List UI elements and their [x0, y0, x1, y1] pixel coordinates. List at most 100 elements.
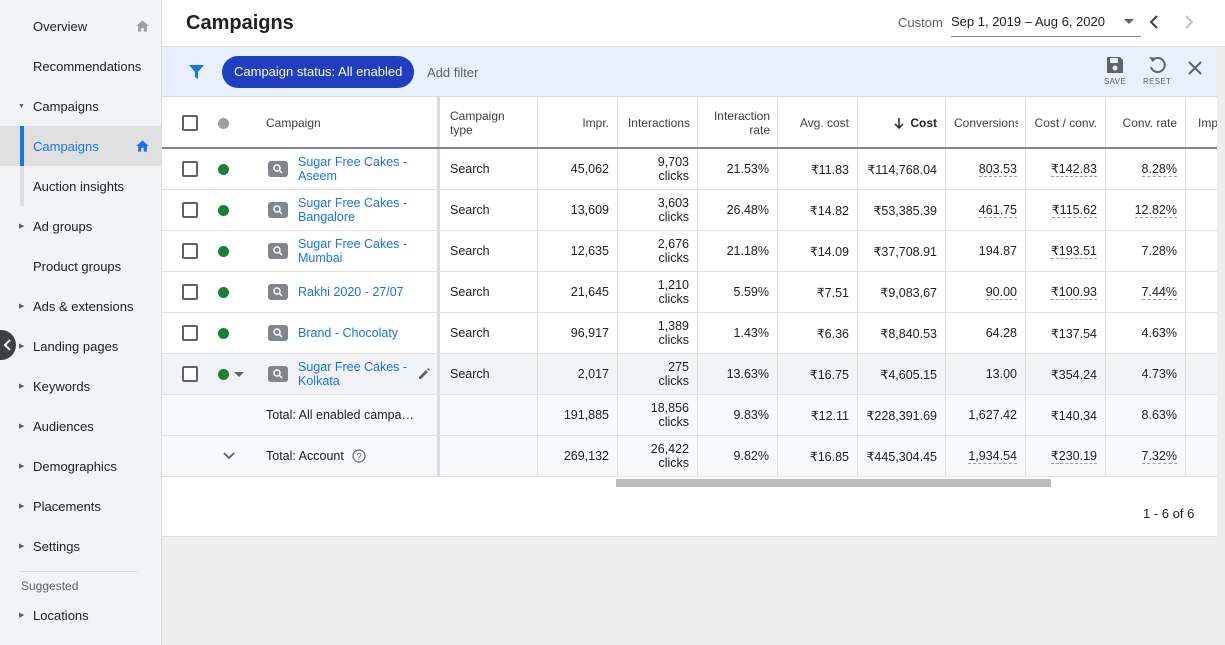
- caret-right-icon: ▶: [19, 612, 25, 619]
- edit-pencil-icon[interactable]: [417, 354, 431, 394]
- status-enabled-icon[interactable]: [218, 354, 229, 394]
- expand-totals-button[interactable]: [222, 436, 236, 476]
- sidebar-item-label: Settings: [33, 538, 80, 554]
- impr-value: 45,062: [570, 162, 609, 176]
- table-row[interactable]: Sugar Free Cakes - Mumbai Search 12,635 …: [162, 231, 1217, 272]
- sidebar-item-demographics[interactable]: ▶ Demographics: [0, 446, 161, 486]
- sidebar-item-recommendations[interactable]: Recommendations: [0, 46, 161, 86]
- campaign-type: Search: [450, 367, 490, 381]
- page-title: Campaigns: [186, 12, 294, 34]
- conversions-total[interactable]: 1,934.54: [968, 448, 1017, 464]
- campaign-name-link[interactable]: Sugar Free Cakes - Bangalore: [298, 196, 408, 224]
- sidebar-item-locations[interactable]: ▶ Locations: [0, 595, 161, 635]
- column-header-avg-cost[interactable]: Avg. cost: [799, 116, 849, 130]
- sidebar-item-campaigns-group[interactable]: ▼ Campaigns: [0, 86, 161, 126]
- sidebar-item-audiences[interactable]: ▶ Audiences: [0, 406, 161, 446]
- status-enabled-icon[interactable]: [218, 313, 229, 353]
- table-row[interactable]: Rakhi 2020 - 27/07 Search 21,645 1,210 cl…: [162, 272, 1217, 313]
- date-range-label: Custom: [898, 15, 943, 30]
- column-header-campaign[interactable]: Campaign: [266, 116, 321, 130]
- column-header-interactions[interactable]: Interactions: [627, 116, 690, 130]
- collapse-sidebar-button[interactable]: [0, 330, 16, 360]
- status-column-header[interactable]: [218, 97, 229, 149]
- table-row[interactable]: Sugar Free Cakes - Aseem Search 45,062 9…: [162, 149, 1217, 190]
- add-filter-input[interactable]: Add filter: [427, 65, 479, 80]
- cost-conv-total[interactable]: ₹230.19: [1050, 449, 1097, 464]
- close-icon[interactable]: [1187, 60, 1203, 76]
- campaign-name-link[interactable]: Sugar Free Cakes - Kolkata: [298, 360, 408, 388]
- sidebar-item-auction-insights[interactable]: Auction insights: [0, 166, 161, 206]
- horizontal-scrollbar[interactable]: [616, 479, 1051, 487]
- help-icon[interactable]: ?: [352, 449, 366, 463]
- column-header-cost-conv[interactable]: Cost / conv.: [1034, 116, 1097, 130]
- column-header-conversions[interactable]: Conversions: [954, 116, 1018, 130]
- conversions-value[interactable]: 803.53: [978, 161, 1017, 177]
- sidebar-item-landing-pages[interactable]: ▶ Landing pages: [0, 326, 161, 366]
- sidebar-item-settings[interactable]: ▶ Settings: [0, 526, 161, 566]
- cost-conv-value[interactable]: ₹142.83: [1050, 162, 1097, 177]
- column-header-interaction-rate[interactable]: Interaction rate: [713, 109, 770, 137]
- dropdown-arrow-icon[interactable]: [1124, 19, 1134, 24]
- caret-down-icon: ▼: [18, 102, 25, 110]
- table-row[interactable]: Brand - Chocolaty Search 96,917 1,389 cli…: [162, 313, 1217, 354]
- select-all-checkbox[interactable]: [182, 97, 198, 149]
- sidebar-item-placements[interactable]: ▶ Placements: [0, 486, 161, 526]
- status-enabled-icon[interactable]: [218, 231, 229, 271]
- row-checkbox[interactable]: [182, 149, 198, 189]
- campaign-name-link[interactable]: Sugar Free Cakes - Mumbai: [298, 237, 408, 265]
- sidebar-item-product-groups[interactable]: Product groups: [0, 246, 161, 286]
- sidebar-item-label: Product groups: [33, 258, 122, 274]
- row-checkbox[interactable]: [182, 313, 198, 353]
- status-dot-icon: [218, 117, 229, 129]
- column-header-impr-share[interactable]: Imp: [1198, 116, 1217, 130]
- cost-conv-value[interactable]: ₹100.93: [1050, 285, 1097, 300]
- conv-rate-value[interactable]: 7.44%: [1141, 284, 1177, 300]
- campaign-name-link[interactable]: Sugar Free Cakes - Aseem: [298, 155, 408, 183]
- row-checkbox[interactable]: [182, 272, 198, 312]
- save-button[interactable]: SAVE: [1104, 55, 1126, 86]
- cost-conv-value[interactable]: ₹193.51: [1050, 244, 1097, 259]
- avg-cost-value: ₹16.75: [809, 367, 849, 382]
- table-row[interactable]: Sugar Free Cakes - Bangalore Search 13,6…: [162, 190, 1217, 231]
- row-checkbox[interactable]: [182, 231, 198, 271]
- sidebar-item-ads-extensions[interactable]: ▶ Ads & extensions: [0, 286, 161, 326]
- conv-rate-total[interactable]: 7.32%: [1141, 448, 1177, 464]
- status-dropdown-icon[interactable]: [234, 354, 244, 394]
- caret-right-icon: ▶: [19, 383, 25, 390]
- campaign-name-link[interactable]: Brand - Chocolaty: [298, 326, 399, 340]
- interactions-value: 3,603 clicks: [657, 196, 689, 224]
- column-header-conv-rate[interactable]: Conv. rate: [1122, 116, 1177, 130]
- home-icon: [136, 140, 149, 152]
- row-checkbox[interactable]: [182, 190, 198, 230]
- sidebar-item-overview[interactable]: Overview: [0, 6, 161, 46]
- row-checkbox[interactable]: [182, 354, 198, 394]
- conv-rate-value[interactable]: 12.82%: [1134, 202, 1177, 218]
- column-divider: [437, 97, 440, 147]
- interaction-rate-value: 26.48%: [726, 203, 769, 217]
- cost-conv-value: ₹354.24: [1050, 367, 1097, 382]
- filter-icon[interactable]: [188, 64, 205, 80]
- reset-button[interactable]: RESET: [1143, 55, 1171, 86]
- cost-conv-value[interactable]: ₹115.62: [1051, 203, 1097, 218]
- status-enabled-icon[interactable]: [218, 272, 229, 312]
- sidebar-item-ad-groups[interactable]: ▶ Ad groups: [0, 206, 161, 246]
- sidebar-item-keywords[interactable]: ▶ Keywords: [0, 366, 161, 406]
- sidebar-item-campaigns[interactable]: Campaigns: [0, 126, 161, 166]
- interaction-rate-total: 9.83%: [733, 408, 769, 422]
- campaign-name-link[interactable]: Rakhi 2020 - 27/07: [298, 285, 404, 299]
- column-header-impr[interactable]: Impr.: [582, 116, 609, 130]
- conversions-value[interactable]: 90.00: [985, 284, 1017, 300]
- interaction-rate-value: 13.63%: [726, 367, 769, 381]
- status-enabled-icon[interactable]: [218, 149, 229, 189]
- conversions-value[interactable]: 461.75: [978, 202, 1017, 218]
- cost-value: ₹37,708.91: [873, 244, 937, 259]
- campaign-status-filter-chip[interactable]: Campaign status: All enabled: [222, 56, 415, 88]
- chevron-right-icon[interactable]: [1183, 13, 1195, 31]
- status-enabled-icon[interactable]: [218, 190, 229, 230]
- column-header-cost[interactable]: Cost: [857, 97, 937, 149]
- chevron-left-icon[interactable]: [1148, 13, 1160, 31]
- table-row[interactable]: Sugar Free Cakes - Kolkata Search 2,017 …: [162, 354, 1217, 395]
- column-header-campaign-type[interactable]: Campaign type: [450, 109, 505, 137]
- date-range-selector[interactable]: Sep 1, 2019 – Aug 6, 2020: [951, 14, 1141, 37]
- conv-rate-value[interactable]: 8.28%: [1141, 161, 1177, 177]
